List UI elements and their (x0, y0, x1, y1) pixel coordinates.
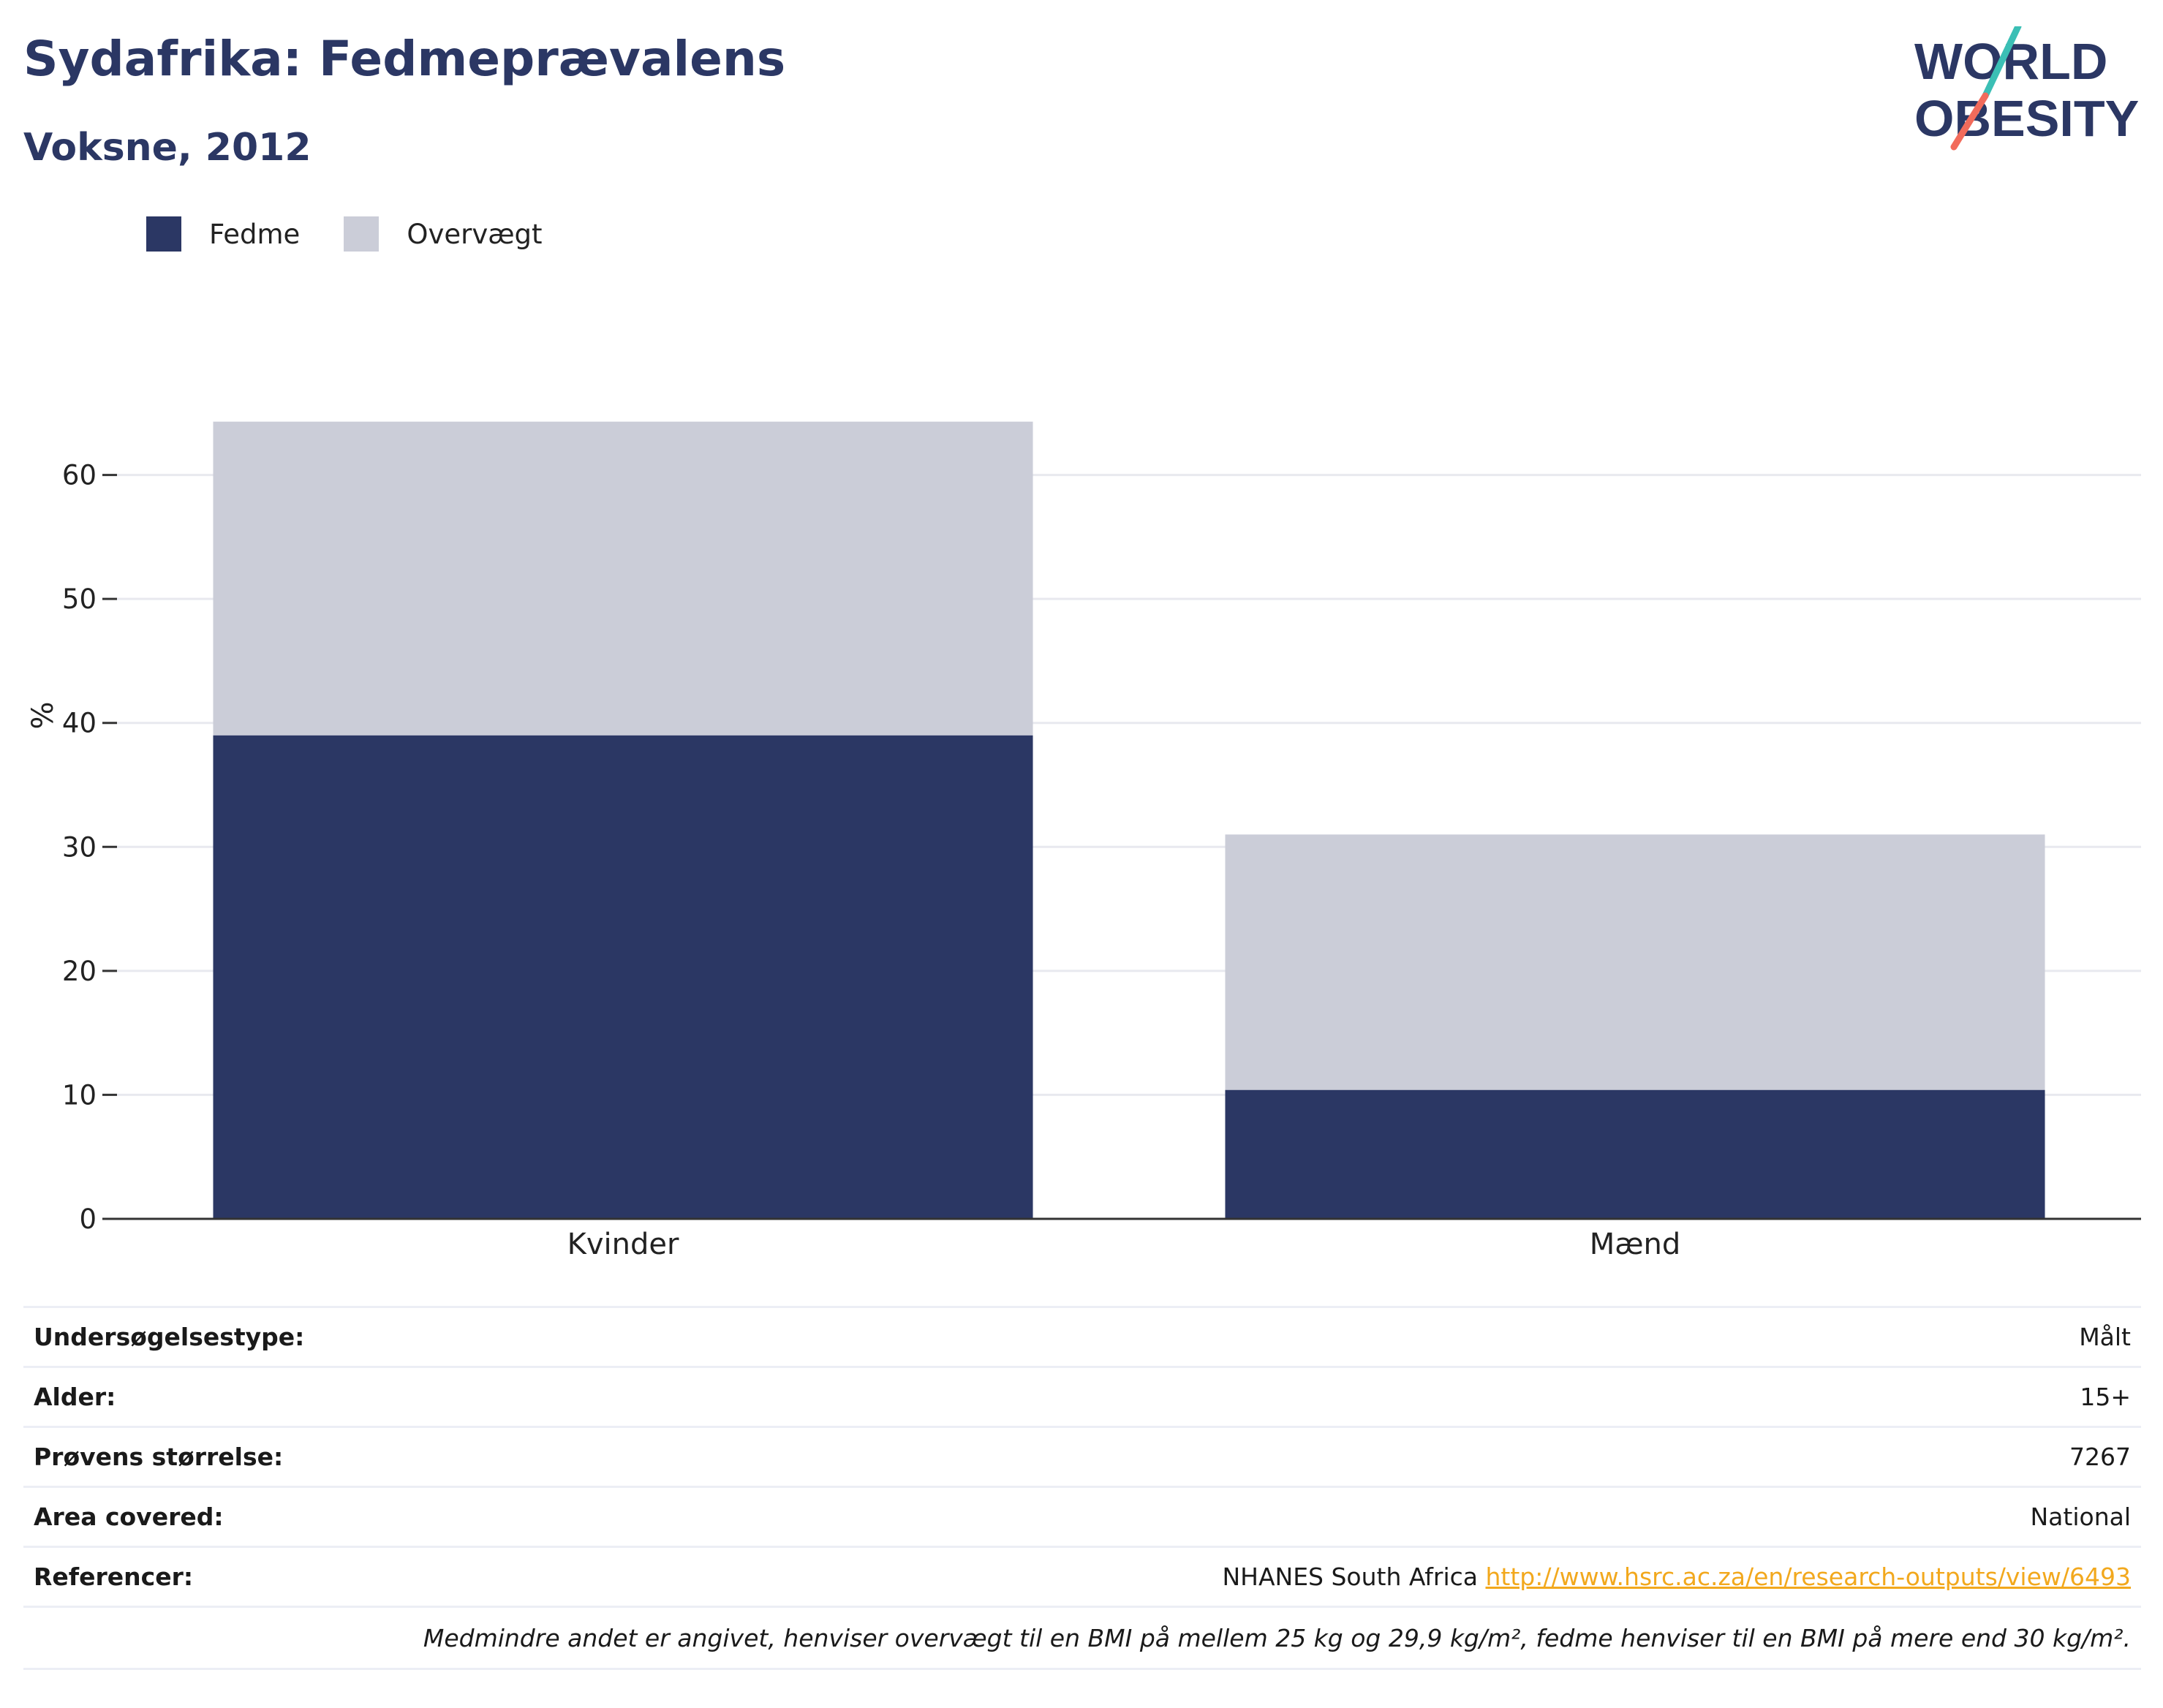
chart-subtitle: Voksne, 2012 (23, 126, 312, 170)
info-key: Referencer: (34, 1562, 194, 1591)
bar-overv-gt (1225, 834, 2045, 1090)
info-row-survey-type: Undersøgelsestype: Målt (23, 1306, 2141, 1366)
y-tick-label: 0 (79, 1203, 97, 1235)
info-key: Prøvens størrelse: (34, 1443, 284, 1471)
info-value: 15+ (2080, 1383, 2131, 1411)
info-value: National (2030, 1503, 2131, 1531)
info-value: Målt (2079, 1323, 2131, 1351)
info-key: Alder: (34, 1383, 116, 1411)
bar-fedme (213, 735, 1033, 1219)
info-row-references: Referencer: NHANES South Africa http://w… (23, 1546, 2141, 1606)
legend: Fedme Overvægt (146, 216, 586, 252)
reference-source: NHANES South Africa (1222, 1562, 1478, 1591)
info-table: Undersøgelsestype: Målt Alder: 15+ Prøve… (23, 1306, 2141, 1670)
info-key: Undersøgelsestype: (34, 1323, 305, 1351)
reference-link[interactable]: http://www.hsrc.ac.za/en/research-output… (1485, 1562, 2132, 1591)
info-row-area: Area covered: National (23, 1486, 2141, 1546)
definition-note: Medmindre andet er angivet, henviser ove… (23, 1606, 2141, 1670)
legend-swatch-fedme (146, 216, 181, 252)
y-tick-label: 10 (62, 1079, 97, 1111)
y-tick-label: 30 (62, 831, 97, 863)
info-value: 7267 (2069, 1443, 2131, 1471)
chart-title: Sydafrika: Fedmeprævalens (23, 31, 786, 87)
info-row-sample-size: Prøvens størrelse: 7267 (23, 1426, 2141, 1486)
bar-overv-gt (213, 421, 1033, 736)
info-row-age: Alder: 15+ (23, 1366, 2141, 1426)
x-tick-label: Mænd (1590, 1228, 1681, 1261)
legend-label-overvaegt: Overvægt (407, 218, 543, 250)
info-value: NHANES South Africa http://www.hsrc.ac.z… (1222, 1562, 2131, 1591)
legend-swatch-overvaegt (344, 216, 380, 252)
x-tick-label: Kvinder (567, 1228, 679, 1261)
logo-line2: OBESITY (1914, 90, 2139, 147)
world-obesity-logo: WORLD OBESITY (1914, 26, 2139, 151)
legend-label-fedme: Fedme (209, 218, 301, 250)
stacked-bar-chart: 0 10 20 30 40 50 60% Kvinder Mænd (26, 421, 2141, 1261)
y-axis-label: % (26, 701, 60, 729)
y-tick-label: 50 (62, 583, 97, 615)
bar-fedme (1225, 1089, 2045, 1219)
y-tick-label: 40 (62, 708, 97, 739)
info-key: Area covered: (34, 1503, 224, 1531)
y-tick-label: 20 (62, 956, 97, 987)
y-tick-label: 60 (62, 460, 97, 491)
